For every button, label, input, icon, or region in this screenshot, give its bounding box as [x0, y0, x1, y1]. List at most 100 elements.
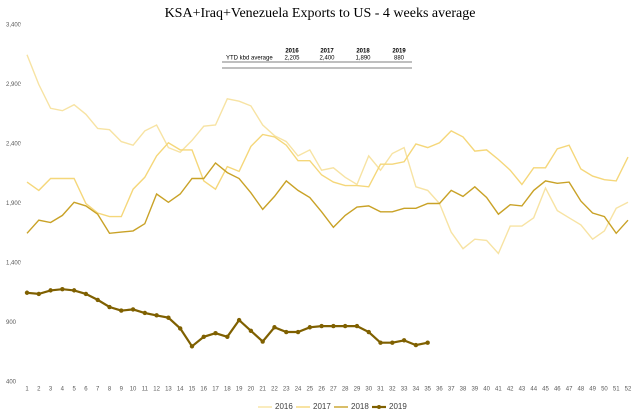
x-tick-label: 42: [507, 387, 514, 393]
x-tick-label: 51: [613, 387, 620, 393]
y-tick-label: 2,400: [6, 142, 22, 148]
point: [307, 325, 313, 330]
x-tick-label: 5: [72, 387, 76, 393]
x-tick-label: 36: [436, 387, 443, 393]
x-tick-label: 35: [424, 387, 431, 393]
point: [284, 329, 289, 335]
legend-label: 2016: [275, 402, 293, 411]
table-cell: 880: [394, 56, 405, 62]
x-tick-label: 52: [625, 387, 632, 393]
table-header: 2019: [392, 49, 406, 55]
x-tick-label: 33: [401, 387, 408, 393]
y-tick-label: 400: [6, 380, 17, 386]
series-line: [26, 54, 629, 255]
x-tick-label: 38: [460, 387, 467, 393]
x-tick-label: 43: [519, 387, 526, 393]
table-header: 2017: [320, 49, 334, 55]
x-tick-label: 7: [96, 387, 100, 393]
x-tick-label: 48: [578, 387, 585, 393]
x-tick-label: 37: [448, 387, 455, 393]
x-tick-label: 1: [25, 387, 29, 393]
point: [48, 288, 53, 293]
x-tick-label: 20: [248, 387, 255, 393]
point: [236, 317, 242, 323]
x-tick-label: 17: [212, 387, 219, 393]
x-tick-label: 21: [259, 387, 266, 393]
point: [272, 325, 277, 330]
x-tick-label: 14: [177, 387, 184, 393]
y-tick-label: 2,900: [6, 82, 22, 88]
point: [342, 323, 348, 329]
x-tick-label: 26: [318, 387, 325, 393]
table-header: 2018: [356, 49, 370, 55]
x-tick-label: 10: [130, 387, 137, 393]
x-tick-label: 19: [236, 387, 243, 393]
x-tick-label: 23: [283, 387, 290, 393]
point: [248, 328, 254, 334]
point: [331, 323, 336, 329]
point: [366, 329, 371, 335]
table-cell: 2,205: [284, 56, 300, 62]
table-row-label: YTD kbd average: [226, 56, 273, 62]
x-tick-label: 12: [153, 387, 160, 393]
point: [413, 342, 419, 348]
x-tick-label: 29: [354, 387, 361, 393]
x-tick-label: 4: [61, 387, 65, 393]
point: [213, 331, 218, 336]
point: [119, 308, 124, 313]
summary-table: YTD kbd average: [222, 56, 412, 69]
x-tick-label: 3: [49, 387, 53, 393]
x-tick-label: 47: [566, 387, 573, 393]
point: [177, 326, 183, 331]
x-tick-label: 2: [37, 387, 41, 393]
y-tick-label: 1,900: [6, 201, 22, 207]
point: [36, 291, 41, 297]
point: [107, 304, 112, 310]
point: [95, 297, 100, 303]
point: [60, 286, 65, 292]
x-tick-label: 50: [601, 387, 608, 393]
x-tick-label: 41: [495, 387, 502, 393]
point: [378, 340, 383, 345]
legend-marker: [377, 405, 381, 409]
x-tick-label: 44: [530, 387, 537, 393]
y-tick-label: 3,400: [6, 23, 22, 29]
x-tick-label: 18: [224, 387, 231, 393]
series-line: [26, 161, 629, 235]
x-tick-label: 39: [471, 387, 478, 393]
point: [71, 288, 77, 293]
point: [390, 340, 395, 345]
point: [83, 291, 89, 297]
legend-label: 2018: [351, 402, 369, 411]
point: [260, 339, 265, 344]
x-tick-label: 45: [542, 387, 549, 393]
x-tick-label: 24: [295, 387, 302, 393]
point: [154, 313, 159, 318]
point: [189, 344, 195, 349]
x-tick-label: 16: [200, 387, 207, 393]
table-header: 2016: [285, 49, 299, 55]
x-tick-label: 9: [120, 387, 124, 393]
x-tick-label: 34: [413, 387, 420, 393]
chart-title: KSA+Iraq+Venezuela Exports to US - 4 wee…: [165, 6, 476, 21]
point: [142, 310, 148, 316]
point: [130, 307, 136, 312]
table-cell: 1,890: [355, 56, 371, 62]
x-tick-label: 8: [108, 387, 112, 393]
x-tick-label: 11: [142, 387, 149, 393]
x-tick-label: 40: [483, 387, 490, 393]
table-cell: 2,400: [319, 56, 335, 62]
x-tick-label: 28: [342, 387, 349, 393]
point: [354, 323, 360, 329]
point: [401, 338, 407, 343]
point: [425, 340, 430, 345]
x-tick-label: 13: [165, 387, 172, 393]
y-tick-label: 900: [6, 320, 17, 326]
x-tick-label: 31: [377, 387, 384, 393]
x-tick-label: 46: [554, 387, 561, 393]
point: [319, 323, 324, 329]
legend-label: 2017: [313, 402, 331, 411]
x-tick-label: 27: [330, 387, 337, 393]
point: [24, 290, 30, 295]
